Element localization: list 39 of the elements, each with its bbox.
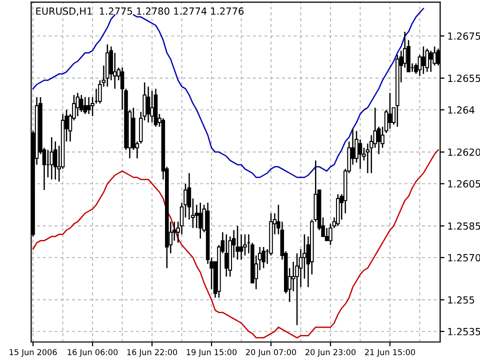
y-tick-label: 1.2655 bbox=[448, 74, 480, 82]
y-tick-label: 1.2605 bbox=[448, 180, 480, 188]
candlestick bbox=[425, 48, 430, 72]
candlestick bbox=[150, 90, 154, 124]
candlestick bbox=[146, 86, 150, 124]
candlestick bbox=[53, 140, 58, 180]
candlestick bbox=[324, 227, 329, 242]
x-tick-label: 20 Jun 07:00 bbox=[246, 349, 296, 357]
candlestick bbox=[83, 96, 87, 115]
candlestick bbox=[262, 246, 266, 269]
candlestick bbox=[198, 202, 202, 240]
candlestick bbox=[428, 50, 433, 72]
y-tick-label: 1.2535 bbox=[448, 328, 480, 336]
candlestick bbox=[50, 136, 54, 180]
candlestick bbox=[422, 46, 426, 75]
x-tick-label: 16 Jun 06:00 bbox=[68, 349, 118, 357]
candlestick bbox=[76, 92, 80, 117]
x-tick-label: 16 Jun 22:00 bbox=[127, 349, 178, 357]
x-tick-label: 21 Jun 15:00 bbox=[364, 349, 416, 357]
candlestick bbox=[80, 94, 84, 113]
x-tick-label: 15 Jun 2006 bbox=[10, 349, 57, 357]
candlestick bbox=[86, 96, 91, 115]
x-tick-label: 19 Jun 15:00 bbox=[186, 349, 237, 357]
candlestick bbox=[295, 252, 299, 326]
y-tick-label: 1.2570 bbox=[448, 254, 480, 262]
line-series bbox=[32, 149, 439, 338]
y-tick-label: 1.2585 bbox=[448, 222, 480, 230]
candlestick bbox=[358, 138, 362, 170]
y-tick-label: 1.264 bbox=[448, 106, 474, 114]
y-tick-label: 1.2620 bbox=[448, 148, 480, 156]
candlestick bbox=[224, 234, 228, 278]
candlestick bbox=[236, 225, 240, 260]
candlestick bbox=[388, 92, 392, 130]
y-tick-label: 1.255 bbox=[448, 296, 474, 304]
y-tick-label: 1.2675 bbox=[448, 32, 480, 40]
chart-title: EURUSD,H1 1.2775 1.2780 1.2774 1.2776 bbox=[36, 7, 244, 16]
candlestick bbox=[243, 234, 247, 256]
x-tick-label: 20 Jun 23:00 bbox=[305, 349, 356, 357]
candlestick bbox=[239, 234, 244, 260]
